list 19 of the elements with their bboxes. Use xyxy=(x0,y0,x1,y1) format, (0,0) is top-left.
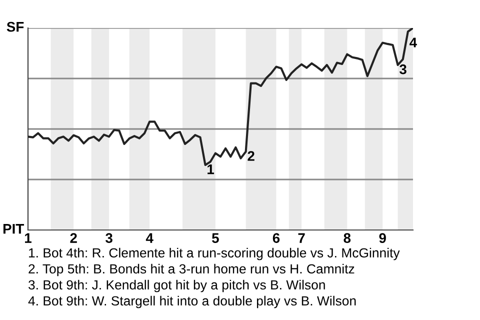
x-tick-label: 8 xyxy=(344,233,351,243)
x-tick-label: 6 xyxy=(272,233,280,243)
x-tick-label: 3 xyxy=(106,233,112,243)
text: PIT xyxy=(3,224,24,234)
text: 4. Bot 9th: W. Stargell hit into a double play vs B. Wilson xyxy=(28,296,356,308)
annotation: 3 xyxy=(400,64,406,74)
annotation: 4 xyxy=(410,38,417,48)
text: SF xyxy=(6,22,24,32)
x-tick-label: 4 xyxy=(146,233,154,243)
annotation: 1 xyxy=(208,164,214,174)
text: 2. Top 5th: B. Bonds hit a 3-run home run vs H. Camnitz xyxy=(28,264,354,276)
annotation: 2 xyxy=(248,151,254,161)
text: 1. Bot 4th: R. Clemente hit a run-scoring double vs J. McGinnity xyxy=(29,248,400,260)
x-tick-label: 2 xyxy=(70,233,77,243)
x-tick-label: 1 xyxy=(25,233,32,243)
x-tick-label: 7 xyxy=(298,233,305,243)
x-tick-label: 5 xyxy=(212,233,219,243)
x-tick-label: 9 xyxy=(379,233,386,243)
text: 3. Bot 9th: J. Kendall got hit by a pitch vs B. Wilson xyxy=(28,280,325,292)
